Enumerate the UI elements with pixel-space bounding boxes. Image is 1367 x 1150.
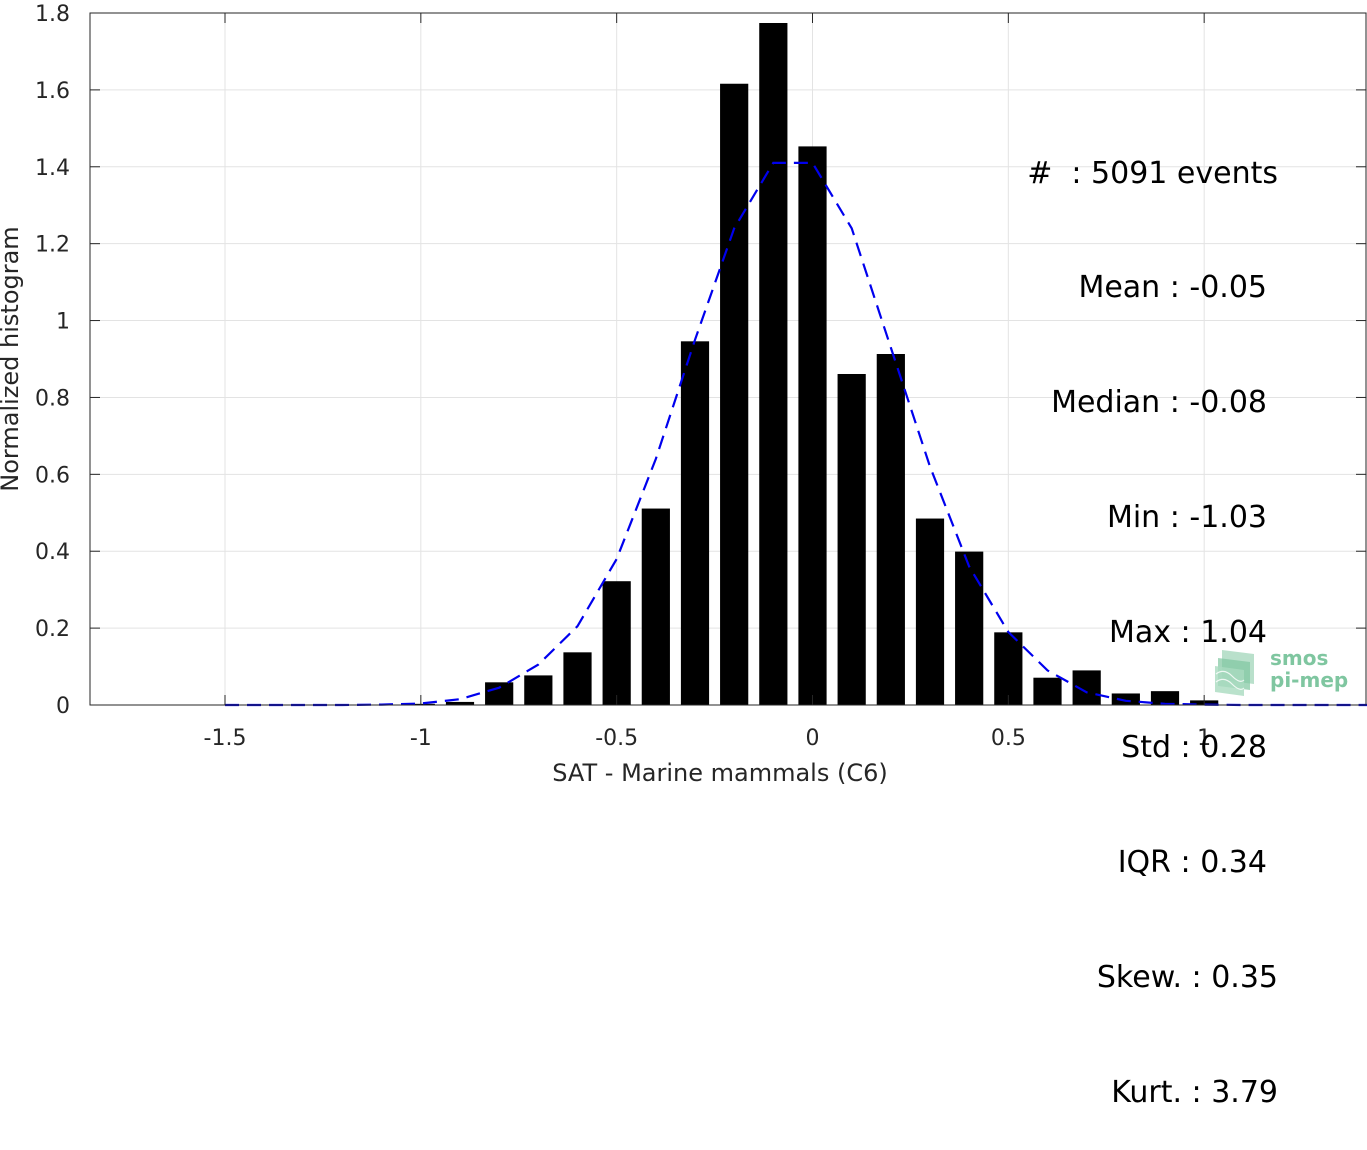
stat-median: Median : -0.08: [1051, 385, 1267, 421]
stat-iqr: IQR : 0.34: [1117, 844, 1267, 880]
x-axis-label: SAT - Marine mammals (C6): [552, 759, 887, 785]
histogram-bar: [445, 701, 475, 705]
y-tick-label: 0: [56, 694, 70, 719]
histogram-bars: [406, 22, 1219, 706]
y-tick-label: 1.4: [35, 156, 70, 181]
y-tick-label: 1.8: [35, 2, 70, 27]
histogram-bar: [759, 22, 788, 706]
histogram-bar: [720, 83, 749, 705]
y-tick-label: 0.8: [35, 386, 70, 411]
stat-kurt: Kurt. : 3.79: [1111, 1074, 1278, 1110]
histogram-bar: [563, 652, 592, 705]
stat-max: Max : 1.04: [1109, 615, 1267, 651]
histogram-bar: [680, 341, 710, 705]
smos-pimep-logo: smos pi-mep: [1214, 644, 1364, 700]
plot-frame: [89, 12, 1367, 706]
histogram-bar: [955, 551, 984, 705]
y-tick-label: 1: [56, 310, 70, 335]
x-tick-label: 1: [1197, 726, 1211, 751]
histogram-bar: [524, 675, 553, 705]
histogram-bar: [1033, 677, 1062, 705]
y-tick-label: 1.6: [35, 79, 70, 104]
logo-mark-icon: [1215, 650, 1254, 696]
stat-min: Min : -1.03: [1106, 500, 1267, 536]
statistics-panel: # : 5091 events Mean : -0.05 Median : -0…: [1027, 78, 1278, 1150]
y-axis-label: Normalized histogram: [0, 226, 24, 491]
stat-std: Std : 0.28: [1121, 730, 1267, 766]
y-tick-label: 0.2: [35, 617, 70, 642]
histogram-bar: [641, 508, 670, 705]
histogram-bar: [1150, 691, 1180, 705]
stat-count: # : 5091 events: [1027, 155, 1278, 191]
histogram-bar: [994, 632, 1023, 705]
logo-text-pimep: pi-mep: [1270, 668, 1349, 692]
histogram-bar: [1111, 693, 1140, 705]
histogram-bar: [798, 146, 827, 705]
histogram-chart: -1.5-1-0.500.511.500.20.40.60.811.21.41.…: [0, 2, 1367, 785]
histogram-bar: [485, 682, 514, 705]
histogram-bar: [837, 373, 866, 705]
stat-mean: Mean : -0.05: [1078, 270, 1267, 306]
histogram-bar: [876, 354, 905, 705]
x-tick-label: -1: [410, 726, 432, 751]
histogram-bar: [915, 518, 945, 705]
logo-text-smos: smos: [1270, 646, 1329, 670]
x-tick-label: -0.5: [595, 726, 638, 751]
y-tick-label: 0.6: [35, 463, 70, 488]
x-tick-label: 0.5: [991, 726, 1026, 751]
y-tick-label: 1.2: [35, 233, 70, 258]
histogram-bar: [602, 581, 631, 705]
stat-skew: Skew. : 0.35: [1096, 959, 1278, 995]
x-tick-label: -1.5: [204, 726, 247, 751]
axis-ticks: -1.5-1-0.500.511.500.20.40.60.811.21.41.…: [35, 2, 1366, 751]
x-tick-label: 0: [806, 726, 820, 751]
y-tick-label: 0.4: [35, 540, 70, 565]
